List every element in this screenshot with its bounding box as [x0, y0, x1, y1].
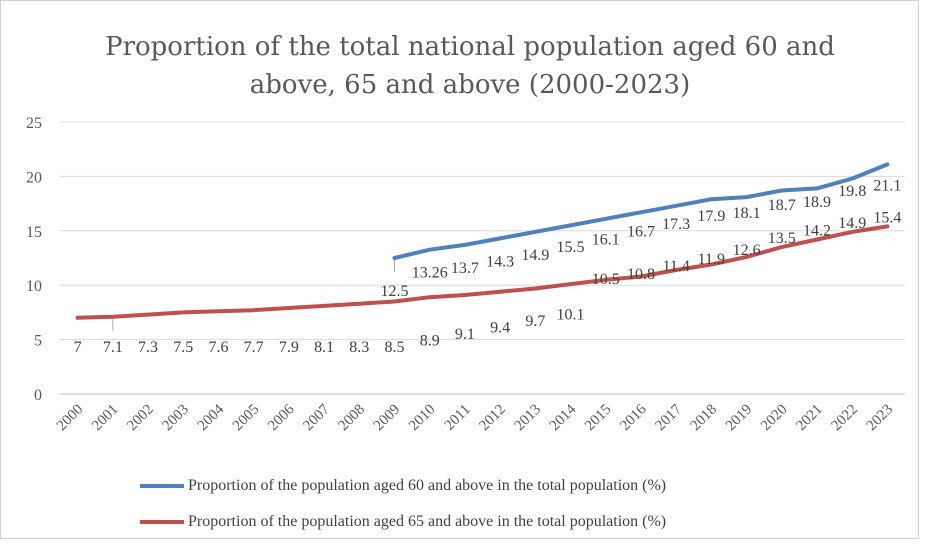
legend-label-65-plus: Proportion of the population aged 65 and… [188, 513, 667, 530]
data-label-65-plus: 11.9 [698, 251, 725, 268]
data-label-65-plus: 11.4 [662, 258, 689, 275]
data-label-60-plus: 18.7 [768, 197, 796, 214]
data-label-60-plus: 13.7 [451, 260, 479, 277]
x-tick-label: 2004 [195, 401, 228, 434]
data-label-65-plus: 9.7 [525, 313, 545, 330]
data-label-65-plus: 8.5 [384, 339, 404, 356]
data-label-65-plus: 13.5 [768, 230, 796, 247]
data-label-65-plus: 15.4 [873, 209, 901, 226]
y-tick-label: 0 [34, 387, 42, 404]
legend-item-60-plus: Proportion of the population aged 60 and… [140, 472, 860, 500]
x-tick-label: 2016 [617, 401, 650, 434]
data-label-65-plus: 7.7 [244, 339, 264, 356]
data-label-60-plus: 18.9 [803, 194, 831, 211]
data-label-60-plus: 17.9 [697, 208, 725, 225]
data-label-60-plus: 17.3 [662, 216, 690, 233]
data-label-65-plus: 9.4 [490, 320, 510, 337]
data-label-65-plus: 14.2 [803, 223, 831, 240]
data-label-65-plus: 8.9 [420, 333, 440, 350]
x-tick-label: 2001 [89, 402, 122, 435]
data-label-65-plus: 8.1 [314, 339, 334, 356]
x-tick-label: 2006 [265, 401, 298, 434]
data-label-65-plus: 8.3 [349, 339, 369, 356]
y-tick-label: 15 [26, 224, 42, 241]
data-label-65-plus: 7.1 [103, 339, 123, 356]
x-tick-label: 2017 [652, 401, 685, 434]
data-label-65-plus: 7.3 [138, 339, 158, 356]
chart-title-line-2: above, 65 and above (2000-2023) [249, 70, 691, 100]
x-tick-label: 2000 [54, 402, 87, 435]
data-label-65-plus: 7.5 [173, 339, 193, 356]
data-label-60-plus: 21.1 [873, 177, 901, 194]
data-label-65-plus: 10.8 [627, 266, 655, 283]
data-label-65-plus: 10.1 [557, 307, 585, 324]
data-label-65-plus: 7.9 [279, 339, 299, 356]
data-label-65-plus: 7 [74, 339, 82, 356]
data-label-60-plus: 15.5 [557, 239, 585, 256]
y-tick-label: 5 [34, 333, 42, 350]
data-label-60-plus: 16.7 [627, 224, 655, 241]
x-tick-label: 2005 [230, 402, 263, 435]
data-label-60-plus: 13.26 [412, 265, 448, 282]
x-tick-label: 2022 [828, 402, 861, 435]
x-tick-label: 2010 [406, 402, 439, 435]
x-tick-label: 2014 [547, 401, 580, 434]
legend-item-65-plus: Proportion of the population aged 65 and… [140, 508, 860, 536]
series-line-65-plus [75, 224, 890, 320]
data-label-65-plus: 10.5 [592, 271, 620, 288]
legend-swatch-blue [140, 484, 184, 488]
x-tick-label: 2019 [723, 402, 756, 435]
x-tick-label: 2007 [300, 401, 333, 434]
data-label-60-plus: 19.8 [838, 183, 866, 200]
x-tick-label: 2008 [336, 402, 369, 435]
x-tick-label: 2009 [371, 402, 404, 435]
x-tick-label: 2015 [582, 402, 615, 435]
y-tick-label: 20 [26, 169, 42, 186]
data-label-60-plus: 12.5 [380, 283, 408, 300]
chart-title: Proportion of the total national populat… [60, 28, 880, 104]
legend-swatch-red [140, 520, 184, 524]
x-tick-label: 2002 [124, 402, 157, 435]
data-label-60-plus: 18.1 [733, 205, 761, 222]
x-tick-label: 2011 [442, 402, 474, 434]
legend-label-60-plus: Proportion of the population aged 60 and… [188, 477, 667, 494]
x-tick-label: 2013 [512, 402, 545, 435]
y-tick-label: 10 [26, 278, 42, 295]
data-label-65-plus: 12.6 [733, 242, 761, 259]
x-tick-label: 2012 [476, 402, 509, 435]
x-tick-label: 2023 [864, 402, 897, 435]
legend: Proportion of the population aged 60 and… [140, 472, 860, 544]
x-tick-label: 2003 [160, 402, 193, 435]
x-tick-label: 2021 [793, 402, 826, 435]
y-tick-label: 25 [26, 115, 42, 132]
data-label-65-plus: 14.9 [838, 215, 866, 232]
x-tick-label: 2020 [758, 402, 791, 435]
data-label-65-plus: 9.1 [455, 326, 475, 343]
data-label-60-plus: 14.3 [486, 253, 514, 270]
x-tick-label: 2018 [688, 402, 721, 435]
data-label-60-plus: 16.1 [592, 231, 620, 248]
series-line-60-plus [392, 162, 890, 260]
data-label-60-plus: 14.9 [521, 247, 549, 264]
chart-title-line-1: Proportion of the total national populat… [105, 32, 835, 62]
data-label-65-plus: 7.6 [208, 339, 228, 356]
